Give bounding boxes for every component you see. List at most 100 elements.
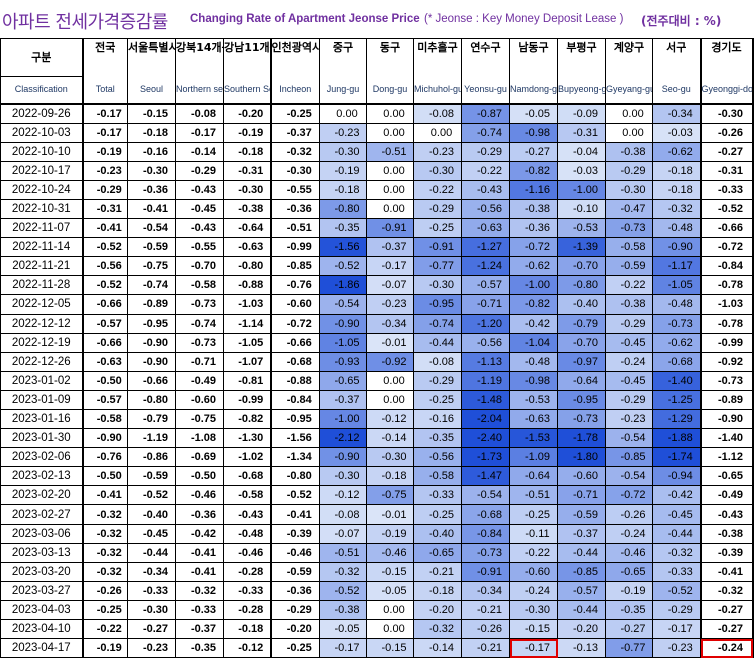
table-cell: -0.32 [81,542,128,563]
table-cell: -0.22 [413,179,462,200]
table-cell: -0.41 [175,561,224,582]
row-date: 2023-03-20 [0,561,83,582]
table-cell: -0.25 [81,599,128,621]
row-date: 2022-10-10 [0,141,83,162]
column-label-en: Gyeyang-gu [606,83,653,94]
table-cell: -0.16 [413,408,462,430]
table-cell: -0.48 [223,523,271,544]
table-row: 2023-03-13 -0.32 -0.44 -0.41 -0.46 -0.46 -0.51… [0,542,754,563]
table-cell: -0.62 [652,332,701,353]
row-date: 2022-10-17 [0,160,83,181]
column-header-ko: 경기도 [699,38,754,76]
table-cell: -0.24 [605,523,653,544]
table-cell: -1.08 [175,428,224,449]
table-cell: -0.31 [557,122,606,143]
table-cell: 0.00 [605,122,653,143]
table-row: 2023-04-17 -0.19 -0.23 -0.35 -0.12 -0.25 -0.17… [0,638,754,658]
table-cell: -0.52 [699,198,754,220]
table-cell: -0.53 [509,389,558,411]
table-cell: -0.23 [81,160,128,181]
table-cell: -0.37 [269,122,320,143]
table-cell: -0.94 [652,466,701,487]
column-header-ko: 중구 [319,38,367,76]
table-cell: -0.18 [652,160,701,181]
table-cell: -0.18 [223,619,271,640]
table-cell: -0.65 [605,561,653,582]
table-cell: -0.59 [605,256,653,277]
column-label-en: Namdong-gu [510,83,558,94]
table-row: 2022-12-12 -0.57 -0.95 -0.74 -1.14 -0.72 -0.90… [0,313,754,334]
table-cell: -0.52 [81,275,128,296]
table-cell: -0.71 [175,351,224,372]
table-cell: -0.14 [413,638,462,658]
row-date: 2022-12-12 [0,313,83,334]
table-cell: -0.27 [699,599,754,621]
table-row: 2022-11-21 -0.56 -0.75 -0.70 -0.80 -0.85 -0.52… [0,256,754,277]
table-row: 2023-02-13 -0.50 -0.59 -0.50 -0.68 -0.80 -0.30… [0,466,754,487]
table-cell: -1.17 [652,256,701,277]
table-cell: -0.30 [319,141,367,162]
table-cell: -0.44 [652,523,701,544]
table-cell: -0.38 [699,523,754,544]
table-cell: -0.18 [652,179,701,200]
table-cell: -0.32 [319,561,367,582]
table-cell: -0.66 [81,294,128,315]
row-date: 2023-02-27 [0,504,83,525]
table-cell: -0.68 [223,466,271,487]
table-cell: -0.16 [127,141,176,162]
table-cell: -1.12 [699,447,754,468]
table-cell: -0.58 [413,466,462,487]
table-cell: -0.57 [461,275,510,296]
table-cell: -1.34 [269,447,320,468]
table-cell: -1.40 [699,428,754,449]
column-label-ko: 서구 [666,41,687,54]
table-cell: -0.56 [81,256,128,277]
table-cell: -1.00 [319,408,367,430]
unit-label: (전주대비 : %) [641,14,722,28]
table-cell: -0.01 [366,504,414,525]
table-cell: -0.66 [699,218,754,239]
table-cell: -0.55 [269,179,320,200]
table-cell: -0.71 [557,485,606,506]
table-cell: -0.33 [175,599,224,621]
column-header-ko: 남동구 [509,38,558,76]
table-cell: -0.92 [366,351,414,372]
table-cell: -0.22 [509,542,558,563]
column-label-en: Total [95,83,115,94]
table-cell: -0.17 [366,256,414,277]
table-row: 2023-03-06 -0.32 -0.45 -0.42 -0.48 -0.39 -0.07… [0,523,754,544]
table-cell: -0.37 [319,389,367,411]
table-row: 2023-02-06 -0.76 -0.86 -0.69 -1.02 -1.34 -0.90… [0,447,754,468]
table-cell: -0.33 [413,485,462,506]
column-header-en: Namdong-gu [509,76,558,104]
column-header-ko: 부평구 [557,38,606,76]
table-cell: 0.00 [366,619,414,640]
table-cell: -0.52 [319,580,367,601]
column-header-en: Seoul [127,76,176,104]
table-cell: -0.38 [223,198,271,220]
table-cell: -0.36 [269,198,320,220]
table-cell: -0.23 [652,638,701,658]
table-cell: -0.63 [81,351,128,372]
table-cell: -0.29 [605,389,653,411]
table-cell: -0.78 [699,275,754,296]
table-cell: -0.33 [223,580,271,601]
column-label-en: Jung-gu [326,83,360,94]
table-cell: -0.73 [175,294,224,315]
table-cell: -1.25 [652,389,701,411]
table-cell: -0.05 [366,580,414,601]
table-cell: -0.32 [652,542,701,563]
table-cell: -1.16 [509,179,558,200]
table-cell: -0.59 [557,504,606,525]
row-date: 2022-11-21 [0,256,83,277]
table-cell: -1.07 [223,351,271,372]
table-cell: -0.32 [699,580,754,601]
table-cell: -0.23 [127,638,176,658]
table-cell: -0.87 [461,102,510,124]
column-header-ko: 서울특별시 [127,38,176,76]
table-cell: -0.18 [319,179,367,200]
table-cell: -0.51 [319,542,367,563]
table-cell: 0.00 [366,599,414,621]
table-cell: -0.90 [127,351,176,372]
table-cell: -0.29 [269,599,320,621]
